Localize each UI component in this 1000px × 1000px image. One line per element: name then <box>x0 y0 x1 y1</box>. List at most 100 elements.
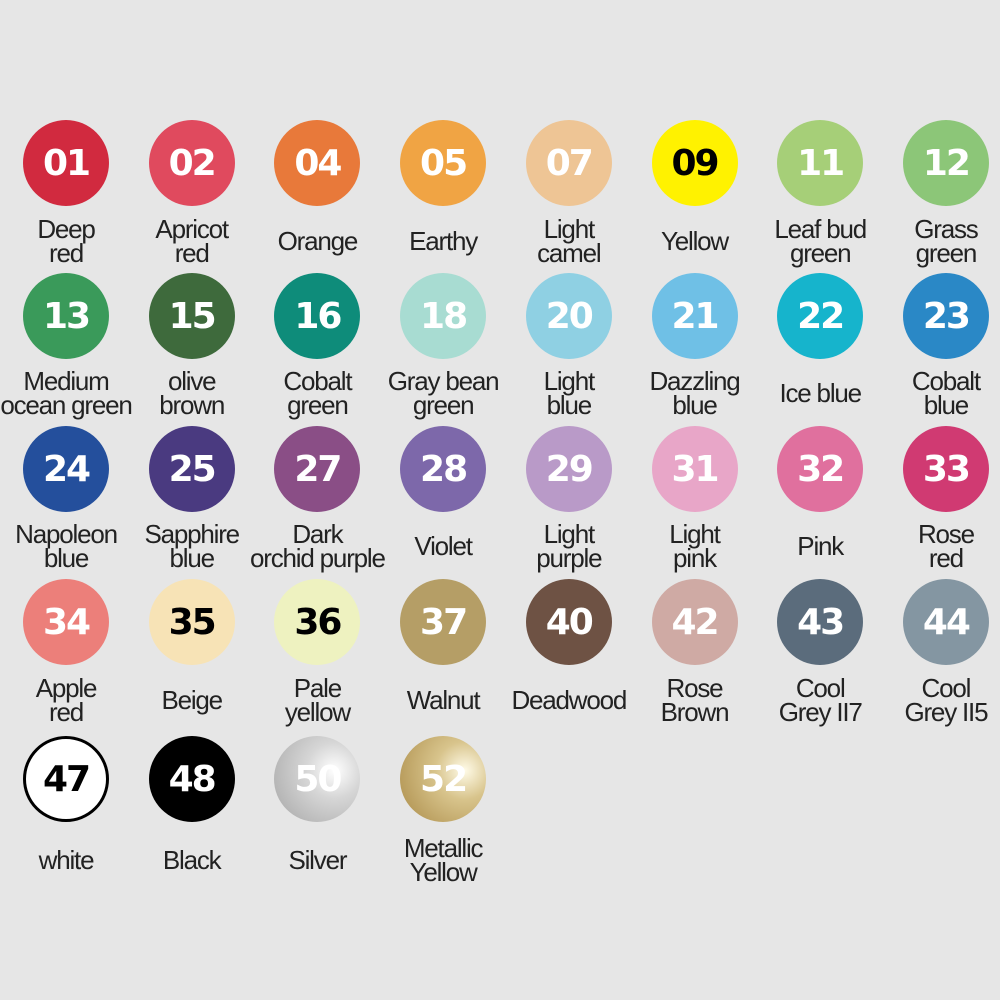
color-swatch-12: 12 Grass green <box>876 120 1000 266</box>
color-name: Light camel <box>537 214 602 268</box>
color-name: Cobalt green <box>283 366 352 420</box>
color-code: 44 <box>922 601 971 643</box>
color-code: 31 <box>671 448 719 490</box>
color-code: 16 <box>294 295 342 337</box>
color-name: Gray bean green <box>387 366 500 420</box>
color-swatch-33: 33 Rose red <box>876 426 1000 571</box>
color-swatch-07: 07 Light camel <box>499 120 639 266</box>
color-code: 11 <box>797 142 845 184</box>
color-circle: 24 <box>23 426 109 512</box>
color-code: 01 <box>42 142 91 184</box>
color-swatch-16: 16 Cobalt green <box>247 273 387 418</box>
color-name: Pale yellow <box>284 673 351 727</box>
color-name: Deep red <box>37 214 96 268</box>
color-code: 52 <box>420 758 468 800</box>
color-circle: 36 <box>274 579 361 665</box>
color-code: 05 <box>420 142 468 184</box>
color-name: Rose Brown <box>660 673 730 727</box>
color-swatch-05: 05 Earthy <box>373 120 513 254</box>
color-circle: 22 <box>777 273 864 359</box>
color-circle: 02 <box>148 120 235 206</box>
color-circle: 12 <box>902 120 989 206</box>
color-swatch-42: 42 Rose Brown <box>625 579 765 725</box>
color-circle: 21 <box>651 273 738 359</box>
color-swatch-24: 24 Napoleon blue <box>0 426 136 571</box>
color-circle: 07 <box>525 120 612 206</box>
color-circle: 47 <box>23 736 109 822</box>
color-code: 32 <box>797 448 845 490</box>
color-swatch-47: 47 white <box>0 736 136 873</box>
color-circle: 11 <box>777 120 864 206</box>
color-code: 29 <box>545 448 594 490</box>
color-circle: 13 <box>23 273 109 359</box>
color-code: 27 <box>294 448 342 490</box>
color-name: Orange <box>277 226 359 256</box>
color-swatch-15: 15 olive brown <box>122 273 262 418</box>
color-circle: 42 <box>651 579 738 665</box>
color-name: Napoleon blue <box>15 519 118 573</box>
color-circle: 25 <box>148 426 235 512</box>
color-name: Light pink <box>669 519 721 573</box>
color-swatch-09: 09 Yellow <box>625 120 765 254</box>
color-circle: 16 <box>274 273 361 359</box>
color-circle: 23 <box>902 273 989 359</box>
color-swatch-32: 32 Pink <box>750 426 890 559</box>
color-circle: 32 <box>777 426 864 512</box>
color-circle: 09 <box>651 120 738 206</box>
color-swatch-11: 11 Leaf bud green <box>750 120 890 266</box>
color-name: Ice blue <box>779 378 862 408</box>
color-swatch-28: 28 Violet <box>373 426 513 559</box>
color-code: 24 <box>42 448 91 490</box>
color-code: 37 <box>420 601 468 643</box>
color-code: 09 <box>671 142 719 184</box>
color-circle: 35 <box>148 579 235 665</box>
color-name: Silver <box>288 845 347 875</box>
color-name: Dark orchid purple <box>250 519 386 573</box>
color-name: Beige <box>161 685 223 715</box>
color-circle: 15 <box>148 273 235 359</box>
color-code: 34 <box>42 601 91 643</box>
color-swatch-52: 52 Metallic Yellow <box>373 736 513 885</box>
color-code: 50 <box>294 758 342 800</box>
color-name: Leaf bud green <box>774 214 867 268</box>
color-swatch-01: 01 Deep red <box>0 120 136 266</box>
color-name: Cobalt blue <box>911 366 981 420</box>
color-name: Dazzling blue <box>649 366 740 420</box>
color-swatch-02: 02 Apricot red <box>122 120 262 266</box>
color-name: white <box>38 845 95 875</box>
color-name: Light blue <box>543 366 596 420</box>
color-swatch-23: 23 Cobalt blue <box>876 273 1000 418</box>
color-swatch-35: 35 Beige <box>122 579 262 713</box>
color-name: Rose red <box>917 519 975 573</box>
color-name: Cool Grey II7 <box>778 673 863 727</box>
color-code: 25 <box>168 448 217 490</box>
color-swatch-44: 44 Cool Grey II5 <box>876 579 1000 725</box>
color-circle: 27 <box>274 426 361 512</box>
color-name: Deadwood <box>511 685 627 715</box>
color-code: 07 <box>545 142 594 184</box>
color-circle: 43 <box>777 579 864 665</box>
color-code: 20 <box>545 295 594 337</box>
color-name: Earthy <box>409 226 478 256</box>
color-code: 13 <box>42 295 91 337</box>
color-swatch-27: 27 Dark orchid purple <box>247 426 387 571</box>
color-swatch-22: 22 Ice blue <box>750 273 890 406</box>
color-swatch-04: 04 Orange <box>247 120 387 254</box>
color-swatch-20: 20 Light blue <box>499 273 639 418</box>
color-swatch-40: 40 Deadwood <box>499 579 639 713</box>
color-circle: 34 <box>23 579 109 665</box>
color-code: 35 <box>168 601 217 643</box>
color-swatch-48: 48 Black <box>122 736 262 873</box>
color-code: 22 <box>797 295 845 337</box>
color-swatch-29: 29 Light purple <box>499 426 639 571</box>
color-name: Apricot red <box>155 214 229 268</box>
color-circle: 50 <box>274 736 361 822</box>
color-swatch-43: 43 Cool Grey II7 <box>750 579 890 725</box>
color-circle: 04 <box>274 120 361 206</box>
color-name: Cool Grey II5 <box>904 673 988 727</box>
color-code: 40 <box>545 601 594 643</box>
color-circle: 20 <box>525 273 612 359</box>
color-circle: 28 <box>400 426 487 512</box>
color-swatch-13: 13 Medium ocean green <box>0 273 136 418</box>
color-name: Pink <box>797 531 844 561</box>
